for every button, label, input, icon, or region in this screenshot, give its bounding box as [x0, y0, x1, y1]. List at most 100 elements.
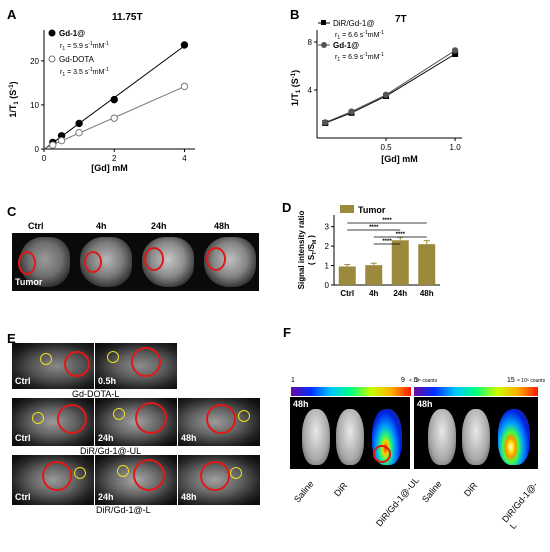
data-point — [452, 51, 459, 57]
panel-f-left-colorbar — [291, 387, 411, 396]
panel-c-label-48h: 48h — [214, 221, 230, 231]
panel-label-d: D — [282, 200, 291, 215]
panel-label-a: A — [7, 7, 17, 22]
panel-f-left-image: 48h — [290, 397, 410, 469]
y-tick-label: 2 — [325, 242, 330, 251]
legend-label: Gd-1@ — [59, 29, 85, 38]
panel-f-right-image: 48h — [414, 397, 538, 469]
data-point — [382, 91, 390, 99]
roi-red — [57, 404, 87, 434]
roi-red — [42, 461, 72, 491]
chart-title: 11.75T — [112, 12, 143, 23]
label: 24h — [98, 433, 114, 443]
x-tick-label: 0.5 — [380, 143, 392, 152]
roi-red — [373, 445, 391, 463]
bar-4h — [365, 265, 383, 285]
y-tick-label: 8 — [308, 38, 313, 47]
chart-a: 0 2 4 0 10 20 [Gd] mM 1/T1 (S-1) 11.75T Gd-1@ r1 =… — [8, 12, 195, 173]
label: Ctrl — [15, 433, 31, 443]
label: Ctrl — [15, 492, 31, 502]
panel-e-row2-ctrl: Ctrl — [12, 398, 94, 446]
y-axis-label: 1/T1 (S-1) — [8, 81, 20, 117]
mouse-dir — [336, 409, 364, 465]
x-tick-label: 1.0 — [450, 143, 462, 152]
tumor-roi-48h — [206, 247, 226, 271]
panel-e-row1-ctrl: Ctrl — [12, 343, 94, 389]
x-tick-label: 2 — [112, 154, 117, 163]
x-tick-label: 0 — [42, 154, 47, 163]
x-tick-label: 4 — [182, 154, 187, 163]
panel-e-caption-1: Gd-DOTA-L — [72, 389, 120, 399]
panel-e-row3-48h: 48h — [178, 455, 260, 505]
legend-relaxivity: r1 = 3.5 s-1mM-1 — [60, 67, 109, 78]
legend-marker — [48, 55, 56, 63]
legend-label: Gd-DOTA — [59, 55, 95, 64]
y-tick-label: 0 — [35, 145, 40, 154]
bar-24h — [391, 240, 409, 285]
legend-relaxivity: r1 = 6.6 s-1mM-1 — [335, 30, 384, 41]
panel-e-caption-3: DiR/Gd-1@-L — [96, 505, 151, 515]
legend-relaxivity: r1 = 6.9 s-1mM-1 — [335, 52, 384, 63]
legend-label: Tumor — [358, 205, 386, 215]
legend-label: Gd-1@ — [333, 41, 359, 50]
roi-red — [133, 459, 165, 491]
y-axis-label: 1/T1 (S-1) — [290, 70, 302, 106]
bar-Ctrl — [338, 266, 356, 285]
y-tick-label: 1 — [325, 262, 330, 271]
bar-48h — [418, 244, 436, 285]
panel-label-c: C — [7, 204, 17, 219]
roi-yellow — [117, 465, 129, 477]
label: 24h — [98, 492, 114, 502]
label: 0.5h — [98, 376, 117, 386]
panel-c-label-24h: 24h — [151, 221, 167, 231]
tumor-roi-24h — [144, 247, 164, 271]
panel-f-right-scale-min: 5 — [414, 377, 418, 384]
panel-e-row2-24h: 24h — [95, 398, 177, 446]
data-point — [451, 47, 459, 54]
roi-red — [206, 404, 236, 434]
y-tick-label: 10 — [30, 101, 39, 110]
roi-yellow — [238, 410, 250, 422]
y-axis-label: Signal intensity ratio — [297, 211, 306, 290]
significance-stars: **** — [382, 239, 392, 245]
roi-red — [131, 347, 161, 377]
panel-label-e: E — [7, 331, 16, 346]
data-point — [49, 141, 57, 149]
significance-stars: **** — [396, 232, 406, 238]
data-point — [110, 95, 118, 104]
mouse-saline — [302, 409, 330, 465]
roi-yellow — [113, 408, 125, 420]
x-axis-label: [Gd] mM — [91, 163, 128, 173]
panel-f-right-scale-max: 15 — [507, 377, 515, 384]
x-tick-label: 24h — [393, 289, 407, 298]
panel-e-row1-05h: 0.5h — [95, 343, 177, 389]
tumor-label: Tumor — [15, 277, 43, 287]
label: 48h — [181, 492, 197, 502]
roi-red — [64, 351, 90, 377]
data-point — [75, 119, 83, 128]
data-point — [110, 114, 118, 122]
label: 48h — [181, 433, 197, 443]
tumor-roi-ctrl — [18, 251, 36, 275]
significance-stars: **** — [382, 218, 392, 224]
y-tick-label: 3 — [325, 223, 330, 232]
panel-label-f: F — [283, 325, 291, 340]
tumor-roi-4h — [84, 251, 102, 273]
series-line-1 — [325, 53, 456, 124]
panel-label-b: B — [290, 7, 299, 22]
roi-yellow — [74, 467, 86, 479]
y-tick-label: 0 — [325, 281, 330, 290]
roi-yellow — [230, 467, 242, 479]
series-line-2 — [325, 49, 456, 123]
data-point — [180, 41, 189, 49]
panel-e-row3-24h: 24h — [95, 455, 177, 505]
data-point — [348, 108, 355, 115]
data-point — [180, 82, 189, 91]
panel-e-caption-2: DiR/Gd-1@-UL — [80, 446, 142, 456]
roi-yellow — [107, 351, 119, 363]
panel-f-left-scale-min: 1 — [291, 377, 295, 384]
panel-f-right-scale-unit: × 10⁵ counts — [517, 378, 546, 384]
roi-yellow — [40, 353, 52, 365]
roi-yellow — [32, 412, 44, 424]
